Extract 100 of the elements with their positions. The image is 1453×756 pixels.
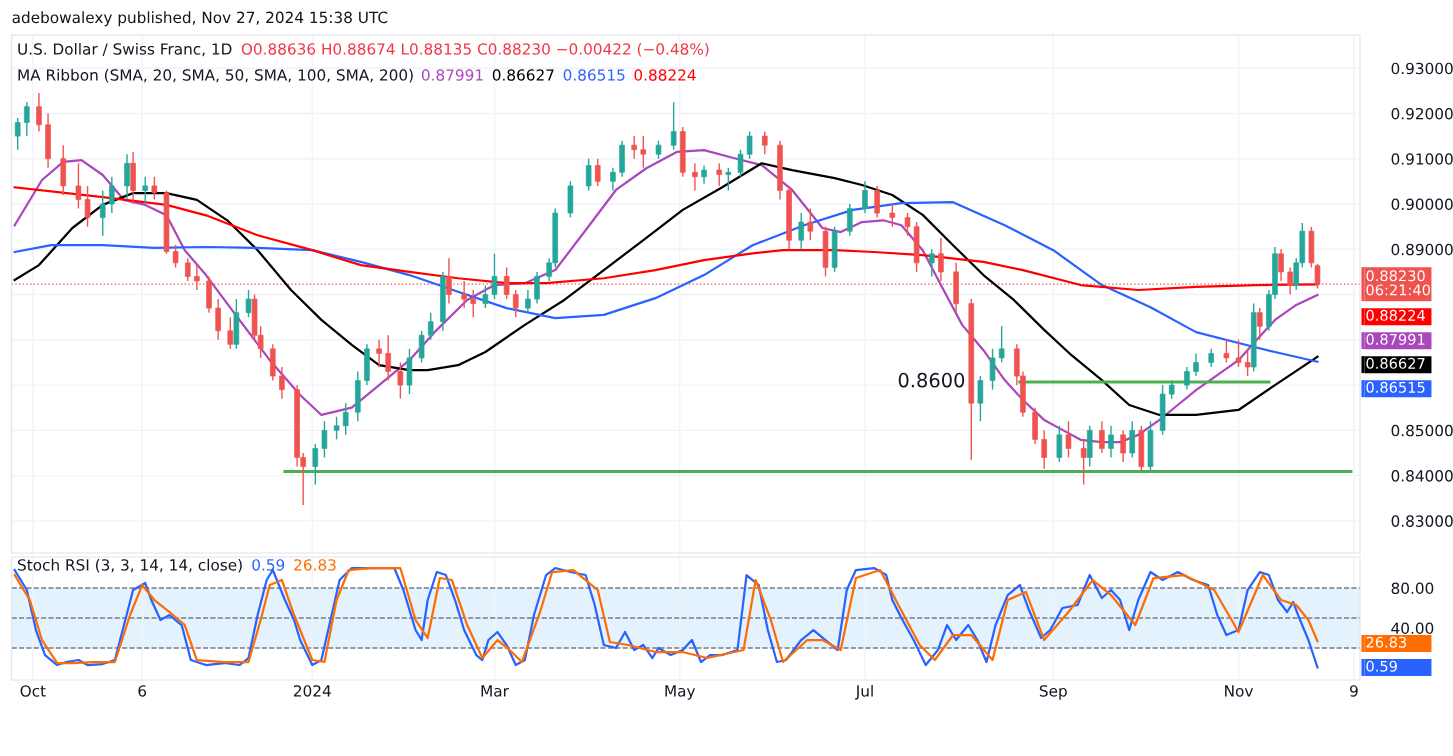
chart-title: Stoch RSI (3, 3, 14, 14, close) (18, 558, 242, 573)
candlestick (692, 162, 698, 192)
candlestick (807, 207, 814, 241)
line-series (13, 201, 1319, 363)
chart-title: U.S. Dollar / Swiss Franc, 1D (18, 42, 232, 57)
annotation: 0.8600 (898, 372, 965, 388)
candlestick (1244, 348, 1251, 377)
candlestick (762, 130, 768, 155)
candlestick (1099, 420, 1105, 454)
candlestick (1041, 429, 1047, 470)
candlestick (862, 180, 868, 214)
y-tick-label: 0.93000 (1391, 62, 1453, 75)
x-tick-label: 6 (138, 685, 147, 697)
candlestick (482, 284, 489, 309)
y-tick-label: 0.91000 (1391, 153, 1453, 165)
candlestick (491, 253, 498, 300)
candlestick (124, 153, 130, 201)
candlestick (333, 416, 340, 441)
legend-label: 0.86627 (1366, 357, 1425, 369)
candlestick (321, 420, 328, 459)
candlestick (385, 334, 391, 382)
text: 0.87991 (421, 69, 483, 81)
candlestick (36, 92, 42, 133)
candlestick (874, 185, 880, 219)
candlestick (397, 361, 404, 400)
candlestick (1208, 348, 1214, 368)
legend-label: 26.83 (1366, 636, 1407, 648)
candlestick (640, 135, 647, 169)
candlestick (227, 316, 234, 350)
y-tick-label: 0.83000 (1391, 515, 1453, 527)
candlestick (1080, 438, 1087, 486)
x-tick-label: Jul (854, 684, 873, 700)
y-tick-label: 0.85000 (1391, 424, 1453, 437)
candlestick (610, 167, 616, 192)
candlestick (24, 101, 30, 137)
x-tick-label: Oct (20, 685, 46, 697)
text: adebowalexy published, Nov 27, 2024 15:38 UTC (12, 11, 388, 27)
candlestick (99, 189, 106, 237)
candlestick (929, 248, 935, 278)
legend-label: 0.88224 (1366, 309, 1425, 321)
candlestick (889, 203, 896, 228)
candlestick (470, 289, 477, 318)
y-tick-label: 40.00 (1391, 622, 1434, 635)
candlestick (503, 266, 510, 300)
x-tick-label: 2024 (293, 685, 331, 697)
y-tick-label: 0.84000 (1391, 470, 1453, 482)
candlestick (594, 158, 601, 187)
candlestick (172, 244, 179, 269)
candlestick (746, 130, 753, 160)
candlestick (1168, 379, 1175, 400)
annotation: O0.88636 H0.88674 L0.88135 C0.88230 −0.00422 (−0.48%) (241, 42, 709, 57)
candlestick (737, 148, 744, 178)
x-tick-label: 9 (1350, 685, 1358, 697)
candlestick (184, 257, 191, 282)
text: 26.83 (294, 559, 336, 571)
text: 0.88224 (634, 69, 696, 81)
candlestick (1235, 339, 1242, 368)
y-tick-label: 0.90000 (1391, 198, 1453, 211)
candlestick (418, 330, 425, 364)
candlestick (1108, 425, 1114, 459)
candlestick (151, 176, 158, 201)
legend-label: 0.87991 (1366, 333, 1425, 345)
candlestick (512, 289, 519, 318)
candlestick (1278, 248, 1284, 282)
candlestick (655, 139, 662, 160)
candlestick (725, 167, 732, 192)
candlestick (701, 164, 707, 185)
candlestick (1065, 420, 1072, 459)
candlestick (798, 212, 804, 250)
candlestick (989, 348, 996, 391)
text: MA Ribbon (SMA, 20, SMA, 50, SMA, 100, SMA, 200) (18, 68, 413, 83)
candlestick (427, 311, 434, 341)
x-tick-label: Sep (1039, 685, 1067, 700)
text: 0.86627 (492, 69, 554, 81)
candlestick (14, 117, 21, 151)
candlestick (312, 443, 319, 486)
candlestick (84, 185, 91, 228)
candlestick (534, 271, 540, 305)
candlestick (938, 237, 944, 282)
candlestick (342, 402, 349, 436)
text: 0.86515 (563, 69, 625, 81)
candlestick (525, 289, 531, 314)
candlestick (376, 339, 382, 368)
candlestick (585, 158, 592, 192)
candlestick (998, 325, 1005, 364)
y-tick-label: 80.00 (1391, 582, 1434, 595)
candlestick (245, 289, 252, 318)
candlestick (1223, 339, 1230, 364)
candlestick (1184, 366, 1190, 391)
candlestick (1129, 420, 1136, 459)
candlestick (1193, 352, 1199, 377)
x-tick-label: May (665, 685, 696, 700)
y-tick-label: 0.89000 (1391, 243, 1453, 256)
text: 0.59 (252, 559, 285, 571)
candlestick (75, 162, 82, 210)
candlestick (1120, 429, 1126, 463)
candlestick (142, 176, 149, 205)
candlestick (1056, 425, 1063, 463)
candlestick (670, 101, 677, 151)
candlestick (215, 298, 221, 341)
